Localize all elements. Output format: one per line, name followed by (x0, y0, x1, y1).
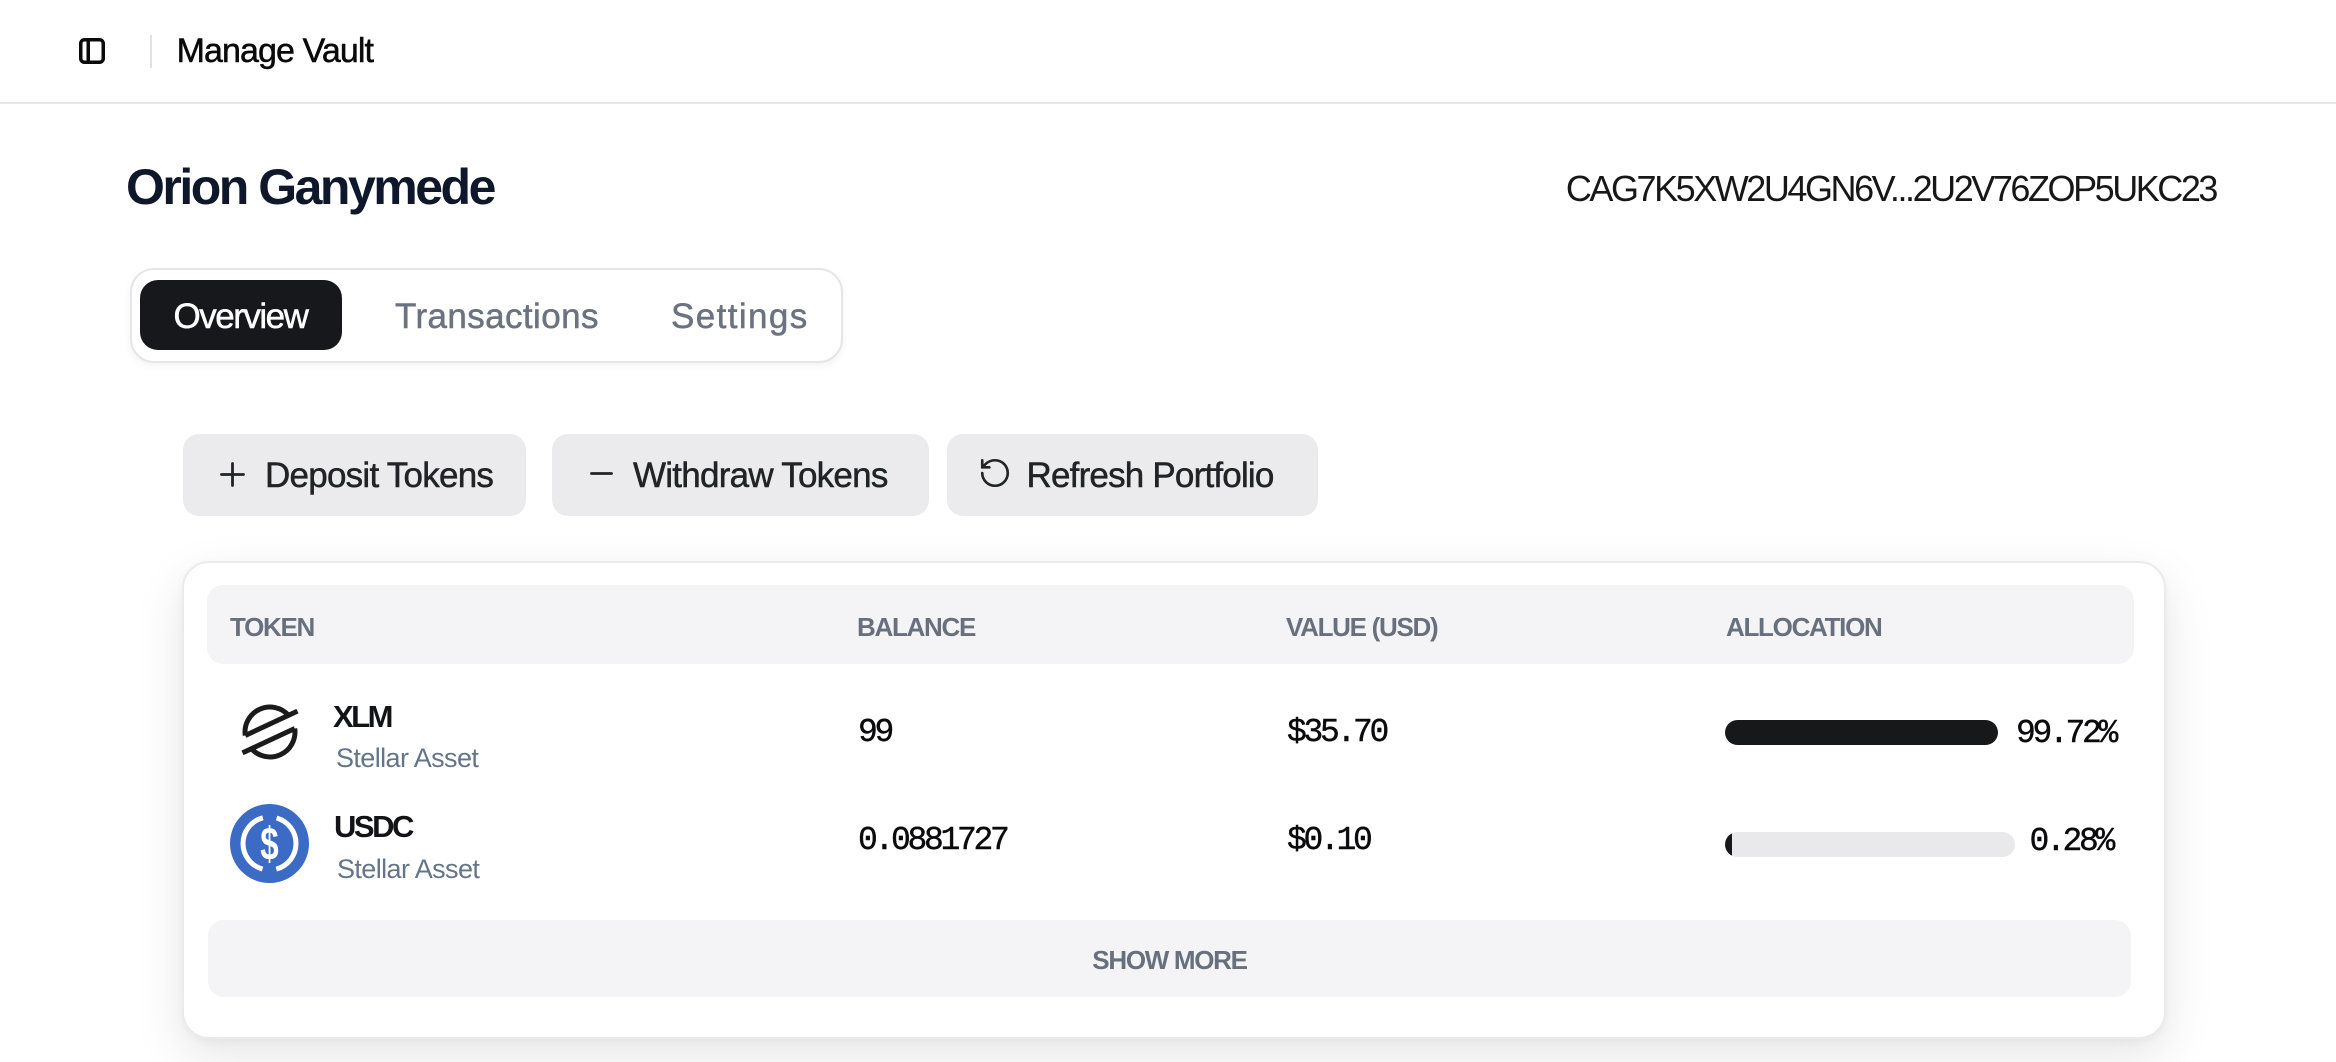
svg-text:$: $ (260, 819, 278, 869)
